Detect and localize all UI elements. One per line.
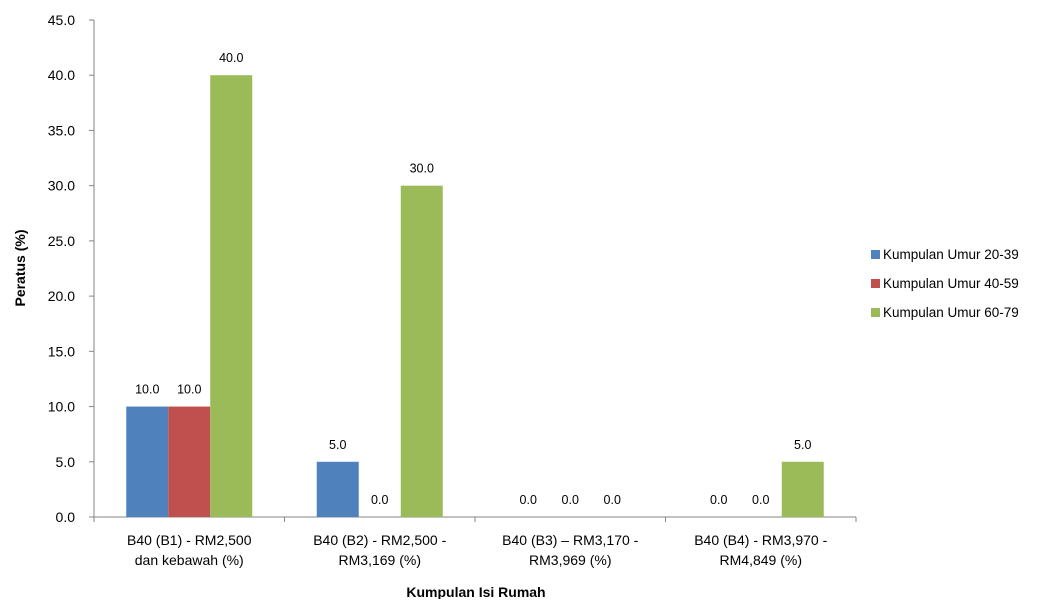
bar xyxy=(210,75,253,517)
legend: Kumpulan Umur 20-39 Kumpulan Umur 40-59 Ku… xyxy=(871,247,1019,320)
data-label: 0.0 xyxy=(604,493,621,507)
y-tick-label: 25.0 xyxy=(48,233,75,249)
y-axis-title: Peratus (%) xyxy=(12,229,28,306)
bars xyxy=(126,75,824,517)
category-label: dan kebawah (%) xyxy=(135,552,244,568)
category-labels: B40 (B1) - RM2,500 dan kebawah (%) B40 (B2… xyxy=(127,532,828,568)
category-label: RM3,969 (%) xyxy=(529,552,611,568)
data-label: 0.0 xyxy=(371,493,388,507)
category-label: B40 (B1) - RM2,500 xyxy=(127,532,252,548)
data-label: 30.0 xyxy=(410,162,434,176)
legend-label: Kumpulan Umur 60-79 xyxy=(883,305,1019,320)
legend-label: Kumpulan Umur 40-59 xyxy=(883,276,1019,291)
category-label: RM3,169 (%) xyxy=(339,552,421,568)
data-label: 0.0 xyxy=(710,493,727,507)
bar xyxy=(400,185,443,517)
legend-swatch xyxy=(871,308,880,317)
data-labels: 10.0 10.0 40.0 5.0 0.0 30.0 0.0 0.0 0.0 0.0 0.0 5.0 xyxy=(135,51,811,507)
category-label: RM4,849 (%) xyxy=(720,552,802,568)
data-label: 5.0 xyxy=(329,438,346,452)
data-label: 10.0 xyxy=(177,383,201,397)
data-label: 5.0 xyxy=(794,438,811,452)
bar xyxy=(316,461,359,517)
y-tick-label: 45.0 xyxy=(48,12,75,28)
legend-swatch xyxy=(871,250,880,259)
data-label: 0.0 xyxy=(752,493,769,507)
category-label: B40 (B4) - RM3,970 - xyxy=(694,532,827,548)
legend-label: Kumpulan Umur 20-39 xyxy=(883,247,1019,262)
category-label: B40 (B3) – RM3,170 - xyxy=(502,532,639,548)
bar xyxy=(168,406,211,517)
bar xyxy=(781,461,824,517)
y-tick-label: 20.0 xyxy=(48,288,75,304)
y-tick-label: 35.0 xyxy=(48,122,75,138)
y-tick-label: 40.0 xyxy=(48,67,75,83)
x-axis-title: Kumpulan Isi Rumah xyxy=(406,584,545,599)
data-label: 40.0 xyxy=(219,51,243,65)
category-label: B40 (B2) - RM2,500 - xyxy=(313,532,446,548)
y-tick-label: 5.0 xyxy=(56,454,76,470)
y-tick-label: 30.0 xyxy=(48,178,75,194)
bar xyxy=(126,406,169,517)
legend-swatch xyxy=(871,279,880,288)
y-tick-label: 15.0 xyxy=(48,343,75,359)
data-label: 10.0 xyxy=(135,383,159,397)
y-tick-label: 10.0 xyxy=(48,399,75,415)
y-tick-label: 0.0 xyxy=(56,509,76,525)
data-label: 0.0 xyxy=(562,493,579,507)
data-label: 0.0 xyxy=(520,493,537,507)
